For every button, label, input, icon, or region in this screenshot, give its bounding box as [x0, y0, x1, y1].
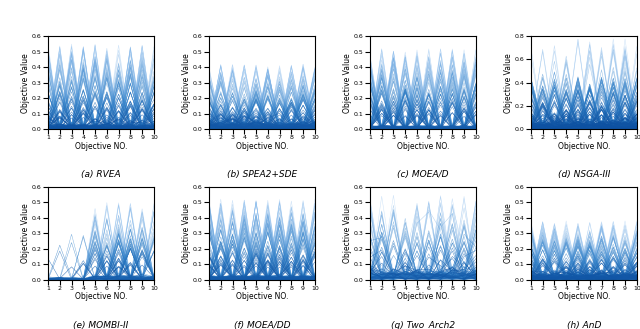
Y-axis label: Objective Value: Objective Value	[22, 53, 31, 113]
Text: (d) NSGA-III: (d) NSGA-III	[557, 170, 610, 179]
X-axis label: Objective NO.: Objective NO.	[75, 292, 127, 301]
Y-axis label: Objective Value: Objective Value	[22, 203, 31, 263]
Text: (g) Two_Arch2: (g) Two_Arch2	[391, 320, 455, 329]
X-axis label: Objective NO.: Objective NO.	[75, 142, 127, 151]
Text: (f) MOEA/DD: (f) MOEA/DD	[234, 320, 290, 329]
Y-axis label: Objective Value: Objective Value	[182, 53, 191, 113]
Text: (b) SPEA2+SDE: (b) SPEA2+SDE	[227, 170, 297, 179]
X-axis label: Objective NO.: Objective NO.	[557, 292, 610, 301]
X-axis label: Objective NO.: Objective NO.	[236, 292, 288, 301]
Y-axis label: Objective Value: Objective Value	[182, 203, 191, 263]
X-axis label: Objective NO.: Objective NO.	[236, 142, 288, 151]
X-axis label: Objective NO.: Objective NO.	[397, 142, 449, 151]
X-axis label: Objective NO.: Objective NO.	[557, 142, 610, 151]
Y-axis label: Objective Value: Objective Value	[344, 53, 353, 113]
Text: (a) RVEA: (a) RVEA	[81, 170, 121, 179]
Y-axis label: Objective Value: Objective Value	[344, 203, 353, 263]
Text: (e) MOMBI-II: (e) MOMBI-II	[74, 320, 129, 329]
Y-axis label: Objective Value: Objective Value	[504, 53, 513, 113]
X-axis label: Objective NO.: Objective NO.	[397, 292, 449, 301]
Text: (c) MOEA/D: (c) MOEA/D	[397, 170, 449, 179]
Text: (h) AnD: (h) AnD	[566, 320, 601, 329]
Y-axis label: Objective Value: Objective Value	[504, 203, 513, 263]
